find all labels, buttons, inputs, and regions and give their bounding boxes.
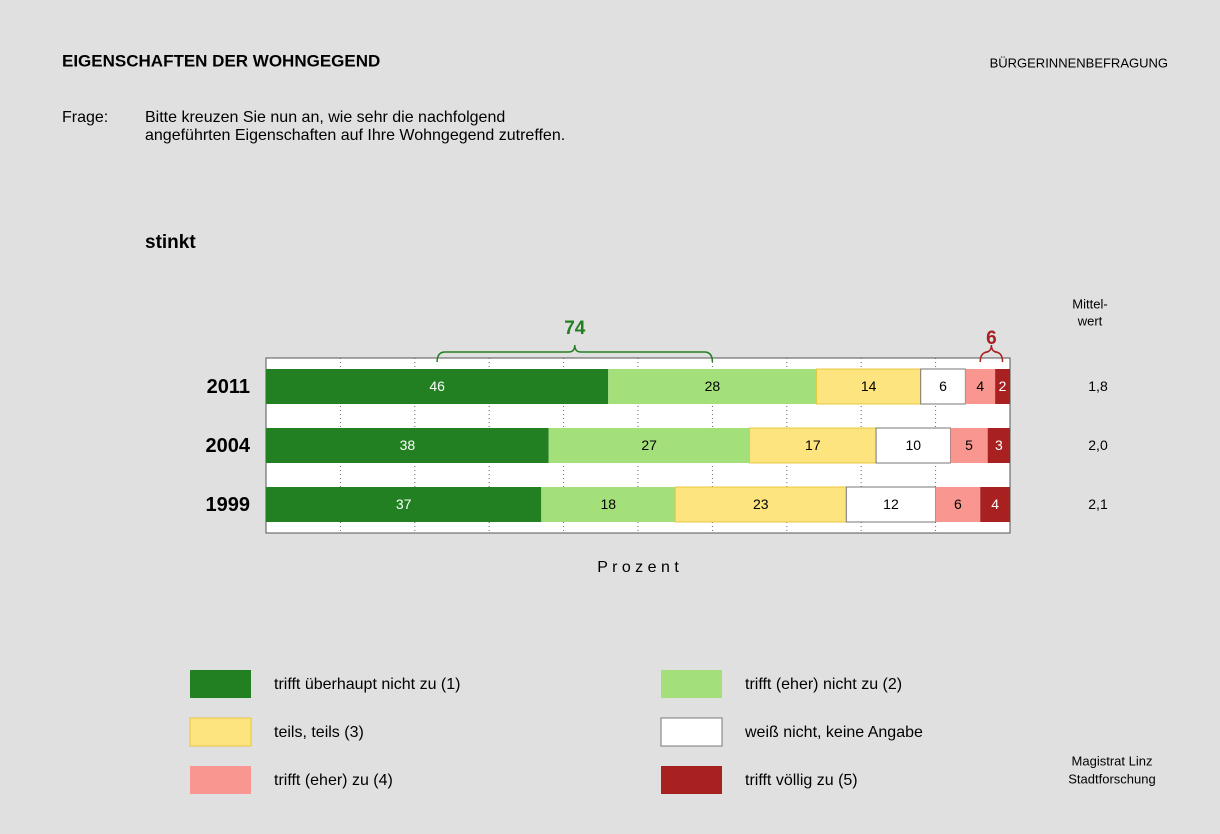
bar-segment — [875, 427, 951, 464]
legend-label: trifft (eher) nicht zu (2) — [745, 676, 902, 693]
legend-swatch — [661, 670, 722, 698]
bracket — [436, 344, 714, 363]
bar-segment — [950, 428, 988, 463]
bar-segment — [266, 428, 549, 463]
mean-value: 2,0 — [1088, 437, 1108, 453]
data-label: 2 — [999, 378, 1007, 394]
bar-segment — [266, 487, 542, 522]
mean-header: Mittel- — [1072, 296, 1107, 311]
bar-segment — [608, 369, 817, 404]
bar-segment — [845, 486, 937, 523]
data-label: 4 — [991, 496, 999, 512]
legend-swatch — [190, 670, 251, 698]
data-label: 23 — [753, 496, 769, 512]
data-label: 6 — [954, 496, 962, 512]
legend-swatch — [189, 717, 252, 747]
data-label: 27 — [641, 437, 657, 453]
title: EIGENSCHAFTEN DER WOHNGEGEND — [62, 51, 380, 70]
y-tick-label: 1999 — [206, 494, 251, 516]
data-label: 12 — [883, 496, 899, 512]
data-label: 38 — [400, 437, 416, 453]
question-line: Bitte kreuzen Sie nun an, wie sehr die n… — [145, 109, 505, 126]
bracket — [979, 344, 1004, 363]
data-label: 18 — [600, 496, 616, 512]
subtitle: stinkt — [145, 232, 196, 253]
mean-value: 1,8 — [1088, 378, 1108, 394]
data-label: 6 — [939, 378, 947, 394]
data-label: 3 — [995, 437, 1003, 453]
legend-swatch — [661, 766, 722, 794]
bar-segment — [980, 487, 1010, 522]
bar-segment — [935, 487, 981, 522]
data-label: 5 — [965, 437, 973, 453]
footer: Magistrat Linz — [1072, 753, 1153, 768]
annotation: 74 — [564, 318, 586, 339]
data-label: 10 — [905, 437, 921, 453]
mean-header: wert — [1077, 313, 1103, 328]
data-label: 46 — [429, 378, 445, 394]
bar-segment — [548, 428, 750, 463]
legend-label: teils, teils (3) — [274, 724, 364, 741]
question-line: angeführten Eigenschaften auf Ihre Wohng… — [145, 127, 565, 144]
legend-swatch — [190, 766, 251, 794]
annotation: 6 — [986, 328, 997, 349]
y-tick-label: 2004 — [206, 435, 251, 457]
data-label: 37 — [396, 496, 412, 512]
data-label: 4 — [976, 378, 984, 394]
bar-segment — [995, 369, 1010, 404]
bar-segment — [965, 369, 996, 404]
source-top: BÜRGERINNENBEFRAGUNG — [990, 55, 1168, 70]
x-axis-label: P r o z e n t — [597, 559, 679, 576]
bar-segment — [920, 368, 966, 405]
bar-segment — [987, 428, 1010, 463]
bar-segment — [541, 487, 676, 522]
legend-swatch — [660, 717, 723, 747]
bar-segment — [816, 368, 922, 405]
legend-label: trifft (eher) zu (4) — [274, 772, 393, 789]
question-label: Frage: — [62, 109, 108, 126]
legend-label: weiß nicht, keine Angabe — [744, 724, 923, 741]
bar-segment — [749, 427, 877, 464]
data-label: 28 — [705, 378, 721, 394]
data-label: 14 — [861, 378, 877, 394]
legend-label: trifft völlig zu (5) — [745, 772, 858, 789]
data-label: 17 — [805, 437, 821, 453]
bar-segment — [266, 369, 609, 404]
legend-label: trifft überhaupt nicht zu (1) — [274, 676, 460, 693]
footer: Stadtforschung — [1068, 771, 1155, 786]
mean-value: 2,1 — [1088, 496, 1108, 512]
bar-segment — [674, 486, 847, 523]
y-tick-label: 2011 — [207, 376, 250, 398]
